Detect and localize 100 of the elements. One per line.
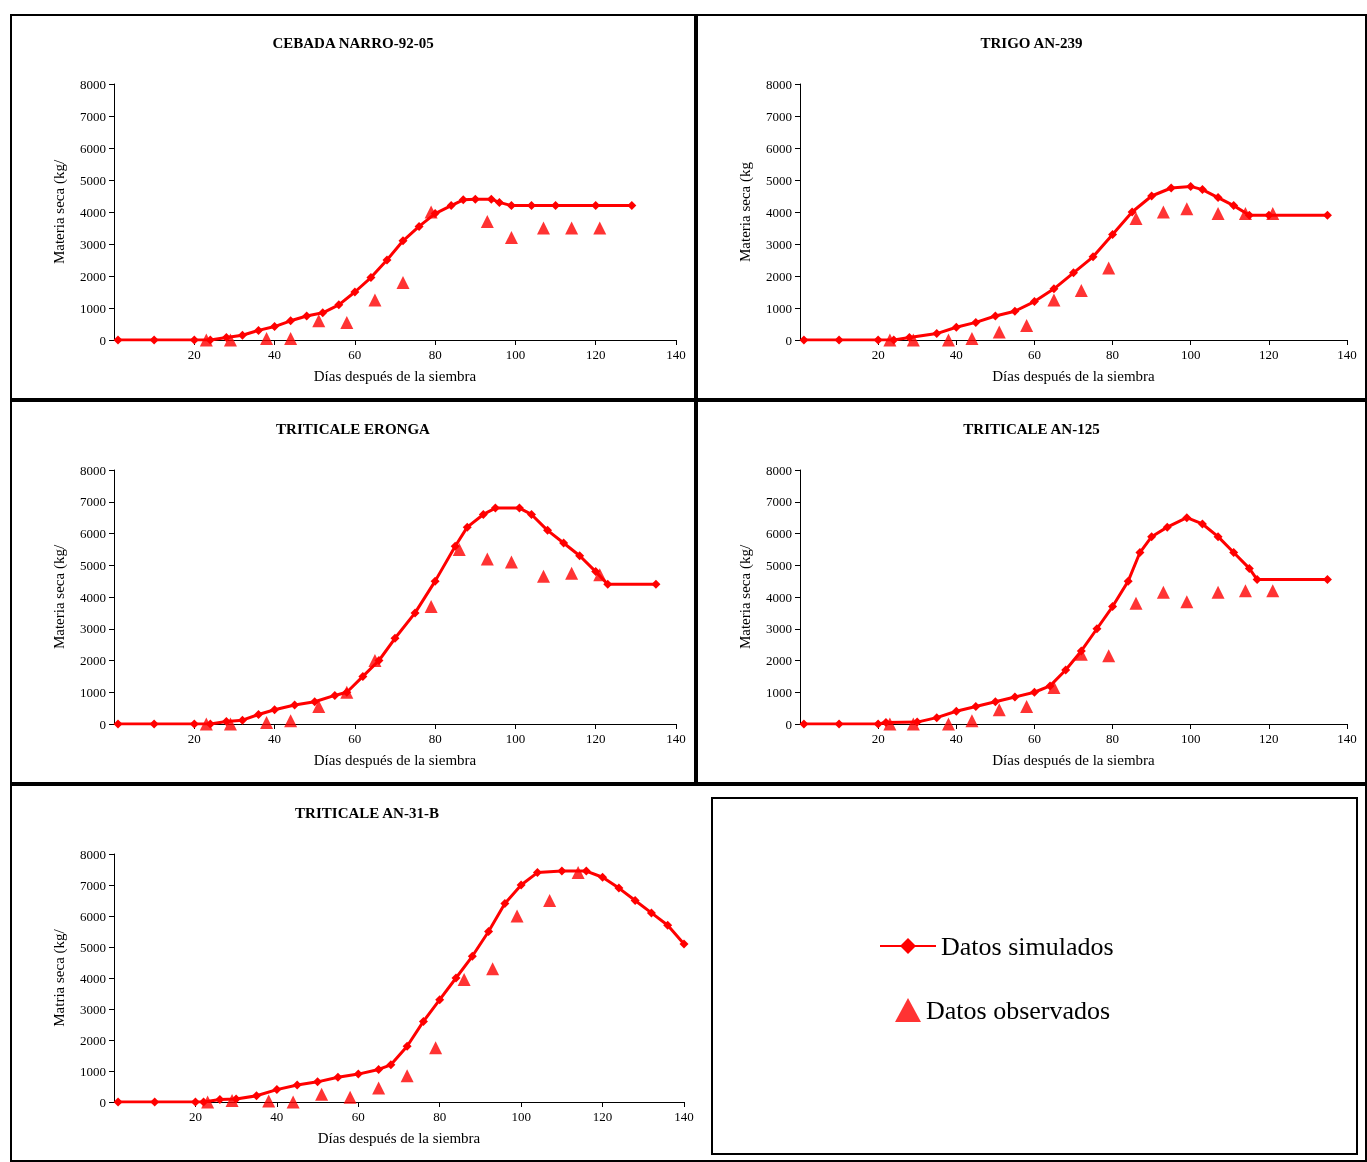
y-tick-label: 8000 bbox=[80, 846, 106, 862]
point bbox=[1147, 532, 1157, 542]
x-tick-label: 100 bbox=[1180, 731, 1201, 746]
point bbox=[992, 703, 1006, 717]
x-axis-title: Días después de la siembra bbox=[313, 751, 477, 768]
y-tick-label: 2000 bbox=[766, 653, 792, 668]
y-tick-label: 4000 bbox=[80, 970, 106, 986]
point bbox=[1092, 624, 1102, 634]
point bbox=[390, 633, 400, 643]
point bbox=[532, 868, 542, 878]
point bbox=[990, 697, 1000, 707]
chart-title: TRITICALE ERONGA bbox=[276, 420, 431, 437]
point bbox=[353, 1069, 363, 1079]
y-tick-label: 5000 bbox=[766, 172, 792, 188]
point bbox=[603, 579, 613, 589]
point bbox=[260, 331, 274, 345]
x-tick-label: 60 bbox=[1027, 731, 1041, 746]
x-tick-label: 80 bbox=[1106, 731, 1120, 746]
point bbox=[1102, 649, 1116, 663]
point bbox=[368, 293, 382, 307]
point bbox=[799, 335, 809, 345]
point bbox=[971, 702, 981, 712]
point bbox=[537, 569, 551, 583]
point bbox=[543, 525, 553, 535]
chart-title: TRITICALE AN-31-B bbox=[295, 804, 439, 821]
point bbox=[1197, 519, 1207, 529]
x-tick-label: 140 bbox=[674, 1109, 694, 1124]
point bbox=[149, 719, 159, 729]
x-tick-label: 40 bbox=[949, 347, 963, 362]
point bbox=[630, 896, 640, 905]
point bbox=[424, 600, 438, 614]
point bbox=[1029, 297, 1039, 307]
point bbox=[575, 551, 585, 561]
x-tick-label: 140 bbox=[666, 347, 686, 362]
y-axis-title: Materia seca (kg/ bbox=[50, 544, 68, 650]
point bbox=[350, 287, 360, 297]
point bbox=[286, 316, 296, 326]
point bbox=[334, 300, 344, 310]
y-tick-label: 0 bbox=[785, 716, 792, 732]
point bbox=[478, 509, 488, 519]
y-tick-label: 3000 bbox=[80, 236, 106, 252]
x-tick-label: 60 bbox=[351, 1109, 365, 1124]
x-axis-title: Días después de la siembra bbox=[992, 367, 1156, 384]
y-tick-label: 8000 bbox=[766, 76, 792, 92]
x-tick-label: 100 bbox=[1180, 347, 1201, 362]
y-tick-label: 6000 bbox=[766, 526, 792, 541]
point bbox=[402, 1041, 412, 1051]
x-axis-title: Días después de la siembra bbox=[313, 367, 477, 384]
point bbox=[537, 221, 551, 235]
point bbox=[254, 709, 264, 719]
point bbox=[467, 951, 477, 961]
point bbox=[593, 221, 607, 235]
point bbox=[286, 1095, 300, 1109]
point bbox=[1211, 585, 1225, 599]
y-tick-label: 7000 bbox=[766, 494, 792, 510]
x-tick-label: 40 bbox=[949, 731, 963, 746]
x-tick-label: 120 bbox=[585, 347, 606, 362]
point bbox=[1029, 687, 1039, 697]
point bbox=[506, 201, 516, 211]
x-tick-label: 100 bbox=[505, 731, 526, 746]
point bbox=[374, 1064, 384, 1074]
x-tick-label: 20 bbox=[187, 731, 201, 746]
point bbox=[113, 335, 123, 345]
point bbox=[516, 880, 526, 890]
x-tick-label: 120 bbox=[1259, 731, 1279, 746]
point bbox=[1266, 584, 1280, 598]
point bbox=[1047, 293, 1061, 307]
x-tick-label: 60 bbox=[348, 347, 362, 362]
point bbox=[1108, 602, 1118, 612]
y-tick-label: 1000 bbox=[80, 684, 106, 700]
point bbox=[313, 1077, 323, 1087]
legend-label: Datos simulados bbox=[941, 931, 1114, 961]
point bbox=[149, 335, 159, 345]
point bbox=[290, 700, 300, 710]
y-tick-label: 1000 bbox=[80, 1063, 106, 1079]
y-tick-label: 3000 bbox=[80, 1001, 106, 1017]
point bbox=[430, 209, 440, 219]
point bbox=[1229, 201, 1239, 211]
point bbox=[262, 1094, 276, 1108]
point bbox=[1123, 576, 1133, 586]
point bbox=[565, 566, 579, 580]
point bbox=[429, 1041, 443, 1055]
point bbox=[889, 335, 899, 345]
point bbox=[663, 920, 673, 930]
point bbox=[310, 697, 320, 707]
point bbox=[941, 333, 955, 347]
point bbox=[873, 719, 883, 729]
point bbox=[418, 1016, 428, 1026]
y-tick-label: 2000 bbox=[80, 1032, 106, 1048]
point bbox=[834, 335, 844, 345]
point bbox=[272, 1085, 282, 1095]
x-tick-label: 80 bbox=[433, 1109, 447, 1124]
x-tick-label: 60 bbox=[1027, 347, 1041, 362]
point bbox=[486, 194, 496, 204]
y-tick-label: 2000 bbox=[80, 653, 106, 668]
y-tick-label: 3000 bbox=[766, 236, 792, 252]
y-axis-title: Materia seca (kg/ bbox=[736, 544, 754, 650]
point bbox=[951, 706, 961, 716]
point bbox=[1229, 548, 1239, 558]
point bbox=[1156, 585, 1170, 599]
